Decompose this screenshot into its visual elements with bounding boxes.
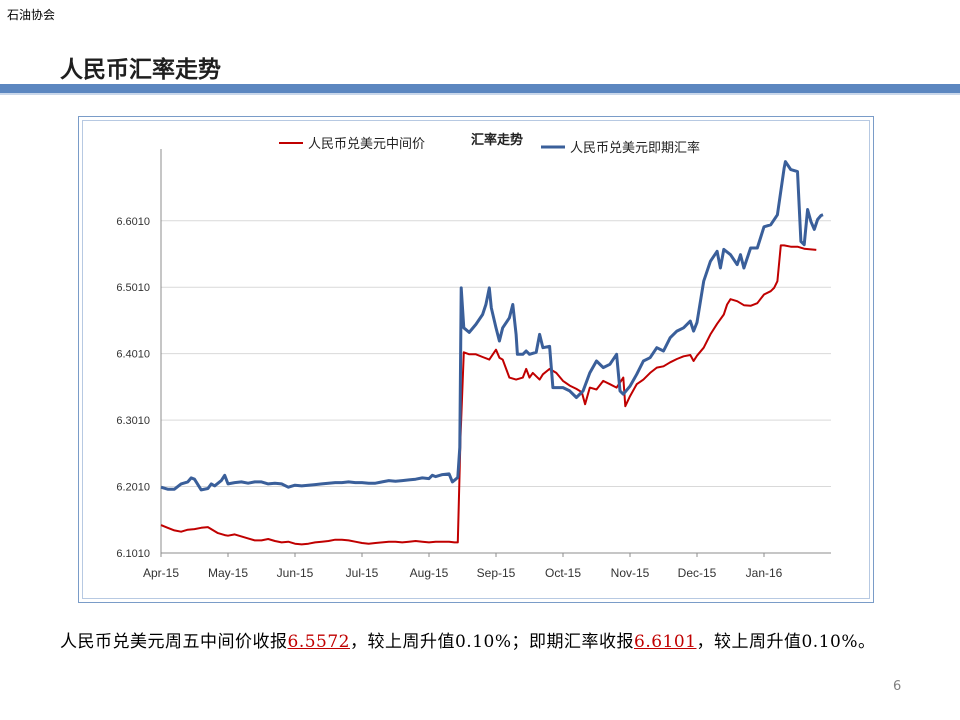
y-tick-label: 6.1010	[116, 548, 150, 560]
chart-frame: 6.1010 6.2010 6.3010 6.4010 6.5010 6.6010 Apr-…	[78, 116, 874, 603]
y-tick-label: 6.2010	[116, 482, 150, 494]
summary-part-1: 人民币兑美元周五中间价收报	[60, 632, 288, 652]
x-tick-label: Jul-15	[346, 566, 379, 580]
chart-inner-border	[82, 120, 870, 599]
legend-label-mid-rate: 人民币兑美元中间价	[308, 137, 425, 152]
summary-part-2: ，较上周升值0.10%；即期汇率收报	[349, 632, 634, 652]
x-tick-label: Sep-15	[477, 566, 516, 580]
slide-title: 人民币汇率走势	[60, 57, 221, 83]
legend-label-spot-rate: 人民币兑美元即期汇率	[570, 140, 700, 156]
title-accent-bar	[0, 84, 960, 93]
x-tick-label: Jun-15	[277, 566, 314, 580]
series-line-spot-rate	[160, 160, 824, 492]
exchange-rate-chart: 6.1010 6.2010 6.3010 6.4010 6.5010 6.6010 Apr-…	[116, 132, 831, 580]
page-number: 6	[893, 679, 902, 694]
summary-text: 人民币兑美元周五中间价收报6.5572，较上周升值0.10%；即期汇率收报6.6…	[60, 628, 900, 656]
y-tick-label: 6.5010	[116, 282, 150, 294]
x-tick-label: Aug-15	[410, 566, 449, 580]
series-line-mid-rate	[160, 244, 817, 546]
x-tick-label: Apr-15	[143, 566, 179, 580]
summary-part-3: ，较上周升值0.10%。	[696, 632, 876, 652]
x-tick-label: Oct-15	[545, 566, 581, 580]
org-label: 石油协会	[7, 8, 56, 22]
chart-title: 汇率走势	[471, 132, 523, 148]
y-tick-label: 6.6010	[116, 216, 150, 228]
y-tick-label: 6.3010	[116, 415, 150, 427]
title-accent-underline	[0, 93, 960, 95]
x-tick-label: Dec-15	[678, 566, 717, 580]
spot-rate-value: 6.6101	[634, 632, 697, 652]
x-tick-label: Jan-16	[746, 566, 783, 580]
mid-rate-value: 6.5572	[287, 632, 350, 652]
x-tick-label: Nov-15	[611, 566, 650, 580]
y-tick-label: 6.4010	[116, 349, 150, 361]
x-tick-label: May-15	[208, 566, 248, 580]
